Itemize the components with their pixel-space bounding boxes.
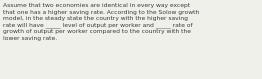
Text: Assume that two economies are identical in every way except
that one has a highe: Assume that two economies are identical …	[3, 3, 199, 41]
